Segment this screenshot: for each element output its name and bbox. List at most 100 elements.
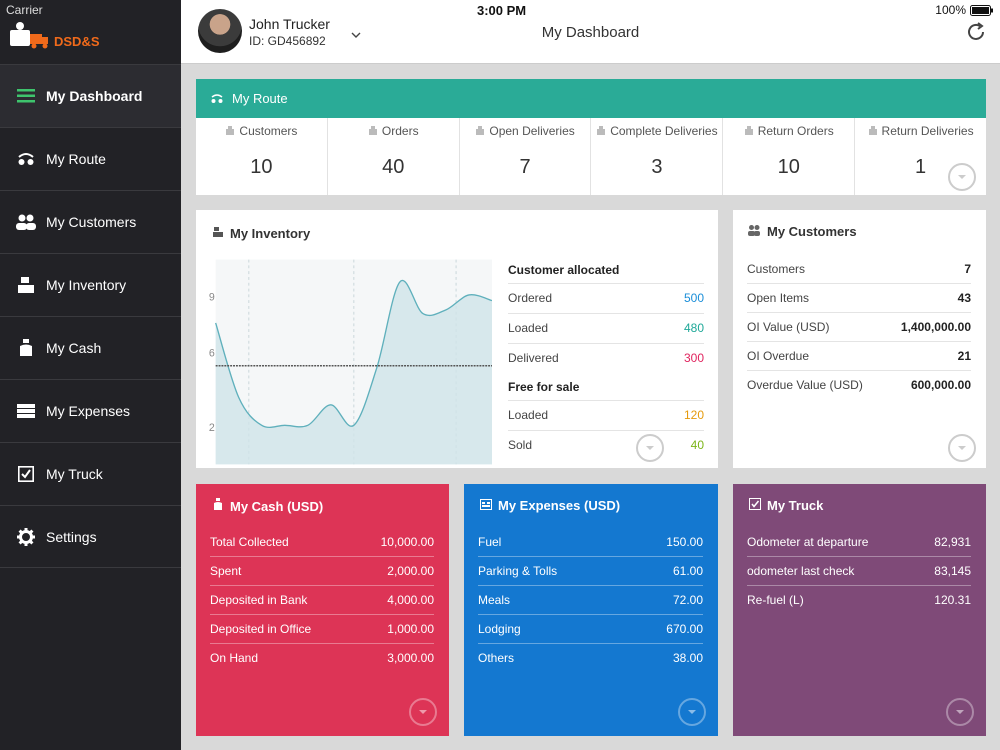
- list-item: odometer last check 83,145: [747, 557, 971, 586]
- route-stat-return-deliveries[interactable]: Return Deliveries 1: [855, 118, 986, 195]
- row-label: Customers: [747, 262, 806, 276]
- sidebar-item-label: My Route: [46, 151, 106, 167]
- route-stat-label: Orders: [381, 124, 419, 138]
- row-value: 1,000.00: [387, 622, 434, 636]
- row-value: 500: [683, 291, 704, 305]
- route-stat-value: 3: [651, 156, 663, 178]
- route-stat-label-row: Orders: [328, 124, 459, 138]
- route-stat-customers[interactable]: Customers 10: [196, 118, 328, 195]
- row-label: Meals: [478, 593, 511, 607]
- sidebar-item-my-truck[interactable]: My Truck: [0, 442, 181, 505]
- row-label: Ordered: [508, 291, 553, 305]
- list-item: Loaded 120: [508, 401, 704, 431]
- expenses-icon: [480, 498, 492, 513]
- battery-icon: [970, 4, 993, 16]
- row-label: Loaded: [508, 321, 549, 335]
- inventory-icon: [212, 226, 224, 241]
- customers-icon: [747, 224, 761, 239]
- row-label: OI Overdue: [747, 349, 810, 363]
- allocated-rows: Ordered 500 Loaded 480 Delivered 300: [508, 284, 704, 373]
- inventory-expand-button[interactable]: [636, 434, 664, 462]
- list-item: Spent 2,000.00: [210, 557, 434, 586]
- truck-logo-icon: [8, 20, 50, 50]
- user-name[interactable]: John Trucker: [249, 16, 330, 32]
- refresh-icon[interactable]: [964, 20, 988, 49]
- route-stat-value: 7: [519, 156, 531, 178]
- row-label: Deposited in Office: [210, 622, 312, 636]
- sidebar-item-my-expenses[interactable]: My Expenses: [0, 379, 181, 442]
- row-value: 2,000.00: [387, 564, 434, 578]
- row-value: 38.00: [672, 651, 703, 665]
- list-item: OI Value (USD) 1,400,000.00: [747, 313, 971, 342]
- menu-icon: [16, 86, 36, 106]
- list-item: Overdue Value (USD) 600,000.00: [747, 371, 971, 399]
- route-expand-button[interactable]: [947, 163, 976, 191]
- route-stat-value: 10: [777, 156, 800, 178]
- cash-icon: [212, 498, 224, 514]
- list-item: Parking & Tolls 61.00: [478, 557, 703, 586]
- row-value: 83,145: [934, 564, 971, 578]
- sidebar: Carrier DSD&S My Dashboard My Route My Cus…: [0, 0, 181, 750]
- sidebar-item-my-customers[interactable]: My Customers: [0, 190, 181, 253]
- route-stat-complete-deliveries[interactable]: Complete Deliveries 3: [591, 118, 724, 195]
- cash-expand-button[interactable]: [409, 698, 437, 726]
- battery-percent: 100%: [935, 3, 966, 17]
- row-label: Sold: [508, 438, 533, 452]
- list-item: On Hand 3,000.00: [210, 644, 434, 672]
- sidebar-item-settings[interactable]: Settings: [0, 505, 181, 568]
- row-label: OI Value (USD): [747, 320, 830, 334]
- header: John Trucker ID: GD456892 3:00 PM My Das…: [181, 0, 1000, 64]
- route-header[interactable]: My Route: [196, 79, 986, 118]
- customers-title: My Customers: [767, 224, 857, 239]
- route-stat-open-deliveries[interactable]: Open Deliveries 7: [460, 118, 592, 195]
- row-label: Odometer at departure: [747, 535, 869, 549]
- row-label: Loaded: [508, 408, 549, 422]
- row-value: 40: [690, 438, 704, 452]
- row-value: 43: [957, 291, 971, 305]
- y-tick-label: 6: [209, 348, 215, 360]
- brand-area: Carrier DSD&S: [0, 0, 181, 64]
- row-value: 300: [683, 351, 704, 365]
- free-rows: Loaded 120 Sold 40: [508, 401, 704, 460]
- sidebar-item-label: My Cash: [46, 340, 102, 356]
- customers-expand-button[interactable]: [948, 434, 976, 462]
- chevron-down-icon[interactable]: [351, 26, 361, 44]
- list-item: Re-fuel (L) 120.31: [747, 586, 971, 614]
- row-value: 82,931: [934, 535, 971, 549]
- stat-icon: [596, 124, 606, 138]
- expenses-icon: [16, 401, 36, 421]
- route-stat-return-orders[interactable]: Return Orders 10: [723, 118, 856, 195]
- row-label: On Hand: [210, 651, 259, 665]
- list-item: Open Items 43: [747, 284, 971, 313]
- row-label: Others: [478, 651, 515, 665]
- sidebar-item-my-inventory[interactable]: My Inventory: [0, 253, 181, 316]
- list-item: Ordered 500: [508, 284, 704, 314]
- customers-rows: Customers 7 Open Items 43 OI Value (USD) 1,40…: [747, 255, 971, 399]
- list-item: Sold 40: [508, 431, 704, 460]
- stat-icon: [225, 124, 235, 138]
- truck-check-icon: [749, 498, 761, 513]
- inventory-icon: [16, 275, 36, 295]
- row-value: 120: [683, 408, 704, 422]
- sidebar-item-label: My Inventory: [46, 277, 127, 293]
- truck-card: My Truck Odometer at departure 82,931 odom…: [733, 484, 986, 736]
- expenses-expand-button[interactable]: [678, 698, 706, 726]
- sidebar-item-my-route[interactable]: My Route: [0, 127, 181, 190]
- sidebar-item-my-dashboard[interactable]: My Dashboard: [0, 64, 181, 127]
- sidebar-nav: My Dashboard My Route My Customers My Inven…: [0, 64, 181, 568]
- row-label: Deposited in Bank: [210, 593, 308, 607]
- row-label: Re-fuel (L): [747, 593, 804, 607]
- list-item: Deposited in Office 1,000.00: [210, 615, 434, 644]
- cash-rows: Total Collected 10,000.00 Spent 2,000.00 Dep…: [210, 528, 434, 672]
- truck-expand-button[interactable]: [946, 698, 974, 726]
- row-value: 3,000.00: [387, 651, 434, 665]
- route-stat-orders[interactable]: Orders 40: [328, 118, 460, 195]
- chart-line: [215, 279, 492, 429]
- sidebar-item-my-cash[interactable]: My Cash: [0, 316, 181, 379]
- route-stats: Customers 10 Orders 40 Open Deliveries 7 Compl…: [196, 118, 986, 195]
- row-value: 7: [964, 262, 971, 276]
- avatar[interactable]: [198, 9, 242, 53]
- sidebar-item-label: My Customers: [46, 214, 137, 230]
- list-item: Others 38.00: [478, 644, 703, 672]
- row-label: Fuel: [478, 535, 502, 549]
